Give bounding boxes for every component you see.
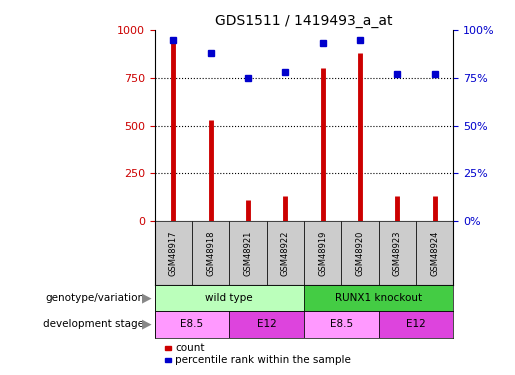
Text: E12: E12: [256, 320, 277, 329]
Text: GSM48921: GSM48921: [244, 230, 252, 276]
Bar: [267, 221, 304, 285]
Bar: [304, 285, 453, 311]
Text: GSM48918: GSM48918: [206, 230, 215, 276]
Bar: [416, 221, 453, 285]
Bar: [154, 221, 192, 285]
Text: ▶: ▶: [142, 292, 152, 304]
Text: E8.5: E8.5: [330, 320, 353, 329]
Bar: [154, 285, 304, 311]
Text: percentile rank within the sample: percentile rank within the sample: [175, 355, 351, 365]
Bar: [341, 221, 379, 285]
Text: GSM48919: GSM48919: [318, 230, 327, 276]
Text: RUNX1 knockout: RUNX1 knockout: [335, 293, 422, 303]
Bar: [154, 311, 229, 338]
Title: GDS1511 / 1419493_a_at: GDS1511 / 1419493_a_at: [215, 13, 392, 28]
Text: GSM48920: GSM48920: [355, 230, 364, 276]
Text: GSM48917: GSM48917: [169, 230, 178, 276]
Text: E8.5: E8.5: [180, 320, 203, 329]
Bar: [304, 221, 341, 285]
Bar: [379, 221, 416, 285]
Text: count: count: [175, 343, 204, 353]
Text: wild type: wild type: [205, 293, 253, 303]
Text: E12: E12: [406, 320, 426, 329]
Text: ▶: ▶: [142, 318, 152, 331]
Bar: [304, 311, 379, 338]
Text: GSM48924: GSM48924: [430, 230, 439, 276]
Bar: [229, 311, 304, 338]
Text: genotype/variation: genotype/variation: [45, 293, 144, 303]
Text: GSM48923: GSM48923: [393, 230, 402, 276]
Bar: [379, 311, 453, 338]
Bar: [192, 221, 229, 285]
Bar: [229, 221, 267, 285]
Text: GSM48922: GSM48922: [281, 230, 289, 276]
Text: development stage: development stage: [43, 320, 144, 329]
